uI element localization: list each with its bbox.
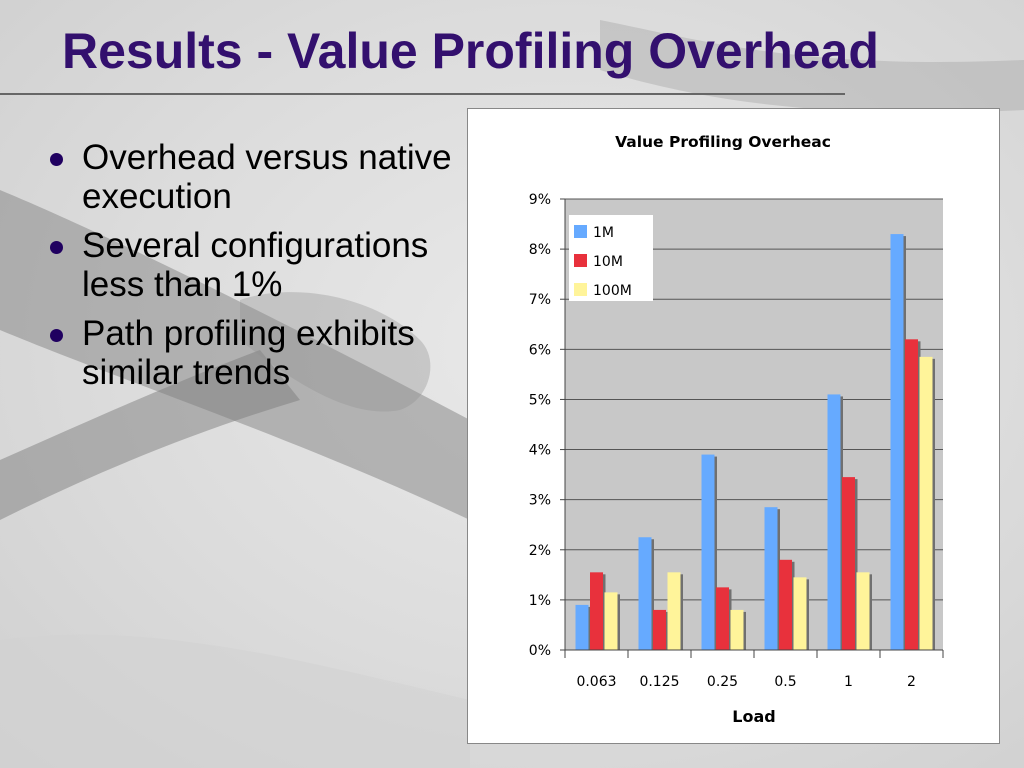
y-tick-label: 9% [529, 192, 551, 208]
bar [919, 356, 933, 650]
bar [604, 592, 618, 650]
chart-panel: 0% 1% 2% 3% 4% 5% 6% 7% 8% 9% 0.063 0.125 0.25 0.5 1 2 … [467, 108, 1000, 744]
bar [653, 609, 666, 650]
x-tick-label: 0.5 [774, 674, 796, 690]
bar [575, 604, 589, 650]
y-tick-label: 1% [529, 593, 551, 609]
x-tick-label: 0.25 [707, 674, 738, 690]
y-tick-label: 0% [529, 643, 551, 659]
x-tick-label: 1 [844, 674, 853, 690]
axes: 0% 1% 2% 3% 4% 5% 6% 7% 8% 9% 0.063 0.125 0.25 0.5 1 2 [529, 192, 944, 690]
bar [827, 394, 841, 650]
y-tick-label: 4% [529, 443, 551, 459]
legend-swatch [574, 254, 587, 267]
y-tick-label: 7% [529, 292, 551, 308]
bar [856, 572, 870, 650]
bullet-item: Several configurations less than 1% [40, 226, 460, 304]
bar [779, 559, 792, 650]
bullet-dot-icon [50, 153, 63, 166]
bar [590, 572, 603, 650]
bullet-text: Several configurations less than 1% [82, 226, 429, 304]
y-tick-label: 6% [529, 342, 551, 358]
y-tick-label: 8% [529, 242, 551, 258]
y-tick-label: 2% [529, 543, 551, 559]
bullet-item: Path profiling exhibits similar trends [40, 314, 460, 392]
bullet-dot-icon [50, 241, 63, 254]
bar [793, 577, 807, 650]
bar-chart: 0%1%2%3%4%5%6%7%8%9%0.063 0.125 0.25 0.5 1 2 … [529, 133, 944, 726]
bar [716, 587, 729, 650]
slide-title: Results - Value Profiling Overhead [62, 23, 879, 79]
bar [842, 477, 855, 650]
legend: 1M 10M 100M [569, 215, 653, 301]
y-tick-label: 3% [529, 493, 551, 509]
legend-label: 1M [593, 225, 614, 241]
bullet-item: Overhead versus native execution [40, 138, 460, 216]
title-divider [0, 93, 845, 95]
legend-swatch [574, 225, 587, 238]
bar [730, 609, 744, 650]
bars [575, 234, 935, 651]
bar [638, 537, 652, 650]
bar [905, 339, 918, 650]
x-tick-label: 2 [907, 674, 916, 690]
bar [764, 507, 778, 650]
bullet-text: Path profiling exhibits similar trends [82, 314, 415, 392]
legend-swatch [574, 283, 587, 296]
bar [667, 572, 681, 650]
legend-label: 100M [593, 283, 632, 299]
legend-label: 10M [593, 254, 623, 270]
bar [701, 454, 715, 650]
x-tick-label: 0.063 [576, 674, 616, 690]
bullet-dot-icon [50, 329, 63, 342]
x-axis-label: Load [732, 707, 775, 726]
bullet-list: Overhead versus native execution Several… [40, 138, 460, 402]
gridlines [565, 198, 943, 601]
x-tick-label: 0.125 [639, 674, 679, 690]
y-tick-label: 5% [529, 392, 551, 408]
bar [890, 234, 904, 651]
chart-title: Value Profiling Overheac [615, 133, 831, 151]
bullet-text: Overhead versus native execution [82, 138, 452, 216]
